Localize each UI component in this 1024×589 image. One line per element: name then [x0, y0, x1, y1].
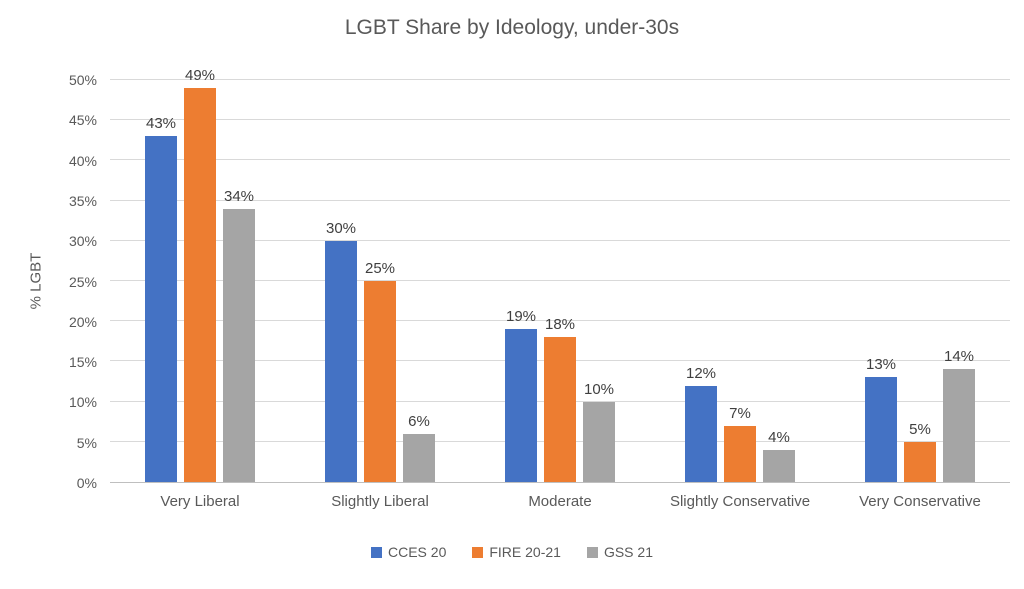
- bar-group-slightly-liberal: 30% 25% 6%: [290, 80, 470, 482]
- bar-group-moderate: 19% 18% 10%: [470, 80, 650, 482]
- legend-item-fire-20-21: FIRE 20-21: [472, 544, 561, 560]
- bar-value-label: 19%: [505, 308, 537, 326]
- bar-value-label: 5%: [909, 420, 931, 438]
- bar-value-label: 49%: [184, 67, 216, 85]
- bar-fire-20-21: 49%: [184, 67, 216, 482]
- bar-cces-20: 30%: [325, 220, 357, 482]
- y-tick-label: 0%: [76, 475, 97, 491]
- legend-swatch-cces-20: [371, 546, 382, 558]
- bar-group-very-conservative: 13% 5% 14%: [830, 80, 1010, 482]
- gridline: [110, 119, 1010, 121]
- gridline: [110, 159, 1010, 161]
- bar-group-slightly-conservative: 12% 7% 4%: [650, 80, 830, 482]
- bar-value-label: 12%: [685, 364, 717, 382]
- gridline: [110, 199, 1010, 201]
- bar-value-label: 34%: [223, 187, 255, 205]
- x-axis-label-slightly-liberal: Slightly Liberal: [331, 493, 429, 510]
- bar-cces-20: 19%: [505, 308, 537, 482]
- bar-value-label: 30%: [325, 219, 357, 237]
- bar-cces-20: 13%: [865, 356, 897, 482]
- y-tick-label: 25%: [68, 273, 97, 290]
- bar-value-label: 6%: [408, 412, 430, 430]
- chart-title: LGBT Share by Ideology, under-30s: [344, 16, 680, 39]
- bar-groups: 43% 49% 34% 30% 25% 6% 19% 18% 10% 12% 7% 4% 13% 5% 14…: [110, 67, 1010, 482]
- x-axis-label-slightly-conservative: Slightly Conservative: [669, 493, 811, 510]
- gridline: [110, 320, 1010, 322]
- bar-gss-21: 14%: [943, 348, 975, 482]
- legend-label: CCES 20: [388, 544, 447, 560]
- bar-value-label: 18%: [544, 316, 576, 334]
- y-tick-label: 10%: [68, 394, 97, 411]
- y-tick-label: 20%: [68, 313, 97, 330]
- x-axis-label-moderate: Moderate: [528, 493, 592, 510]
- plot-area: 43% 49% 34% 30% 25% 6% 19% 18% 10% 12% 7% 4% 13% 5% 14…: [110, 67, 1010, 483]
- y-tick-label: 5%: [76, 434, 97, 451]
- bar-cces-20: 12%: [685, 365, 717, 482]
- bar-gss-21: 6%: [403, 413, 435, 482]
- y-tick-label: 50%: [68, 72, 97, 88]
- bar-gss-21: 4%: [763, 429, 795, 482]
- x-axis-label-very-conservative: Very Conservative: [859, 493, 981, 510]
- legend: CCES 20 FIRE 20-21 GSS 21: [0, 544, 1024, 560]
- gridline: [110, 280, 1010, 281]
- bar-fire-20-21: 5%: [904, 421, 936, 482]
- bar-value-label: 43%: [145, 115, 177, 133]
- legend-swatch-fire-20-21: [472, 546, 484, 558]
- y-tick-label: 15%: [68, 354, 97, 371]
- x-axis-label-very-liberal: Very Liberal: [160, 493, 240, 510]
- bar-value-label: 4%: [768, 428, 790, 446]
- y-tick-label: 30%: [68, 233, 97, 250]
- legend-item-cces-20: CCES 20: [371, 544, 446, 560]
- y-tick-label: 45%: [68, 112, 97, 129]
- bar-gss-21: 10%: [583, 381, 615, 482]
- bar-value-label: 13%: [865, 356, 897, 374]
- bar-value-label: 10%: [583, 380, 615, 398]
- bar-cces-20: 43%: [145, 115, 177, 482]
- bar-fire-20-21: 25%: [364, 260, 396, 482]
- x-axis-labels: Very Liberal Slightly Liberal Moderate Slig…: [110, 493, 1010, 510]
- y-tick-label: 40%: [68, 152, 97, 169]
- bar-fire-20-21: 7%: [724, 405, 756, 482]
- y-tick-label: 35%: [68, 192, 97, 209]
- legend-swatch-gss-21: [586, 546, 598, 558]
- bar-gss-21: 34%: [223, 188, 255, 482]
- legend-label: GSS 21: [603, 544, 653, 560]
- legend-label: FIRE 20-21: [489, 544, 561, 560]
- bar-value-label: 25%: [364, 260, 396, 277]
- bar-value-label: 7%: [729, 404, 751, 422]
- gridline: [110, 239, 1010, 241]
- legend-item-gss-21: GSS 21: [586, 544, 653, 560]
- y-axis-ticks: 0% 5% 10% 15% 20% 25% 30% 35% 40% 45% 50%: [0, 72, 97, 491]
- bar-group-very-liberal: 43% 49% 34%: [110, 67, 290, 482]
- bar-fire-20-21: 18%: [544, 316, 576, 482]
- bar-value-label: 14%: [943, 348, 975, 366]
- gridline: [110, 79, 1010, 80]
